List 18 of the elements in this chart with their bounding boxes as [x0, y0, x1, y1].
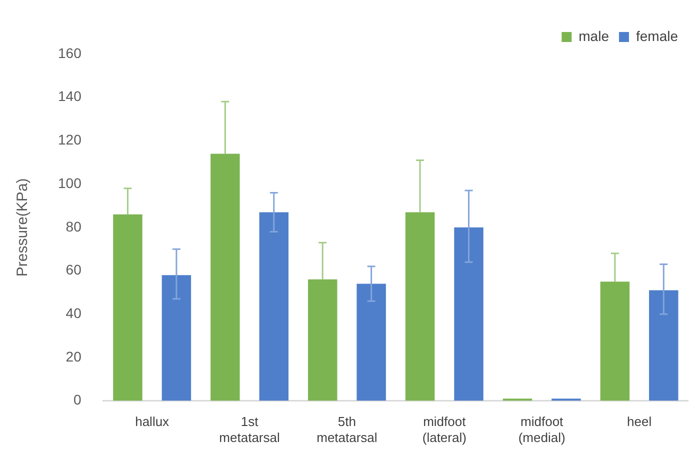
y-tick-label: 140: [58, 88, 82, 104]
x-tick-label: 1st metatarsal: [219, 414, 280, 445]
y-axis-title: Pressure(KPa): [14, 178, 32, 277]
y-tick-label: 160: [58, 44, 82, 61]
y-tick-label: 20: [66, 348, 82, 364]
y-tick-label: 60: [66, 262, 82, 278]
x-tick-label: hallux: [135, 414, 170, 430]
y-tick-label: 80: [66, 218, 82, 234]
y-tick-label: 100: [58, 174, 82, 191]
x-tick-label: midfoot (lateral): [422, 414, 466, 445]
x-tick-label: midfoot (medial): [518, 414, 566, 445]
x-tick-label: heel: [626, 414, 652, 430]
x-tick-label: 5th metatarsal: [316, 414, 378, 445]
y-tick-label: 0: [74, 392, 82, 408]
legend-label: male: [578, 28, 610, 44]
y-tick-label: 120: [58, 132, 82, 148]
legend-label: female: [636, 28, 678, 44]
y-tick-label: 40: [66, 304, 82, 321]
